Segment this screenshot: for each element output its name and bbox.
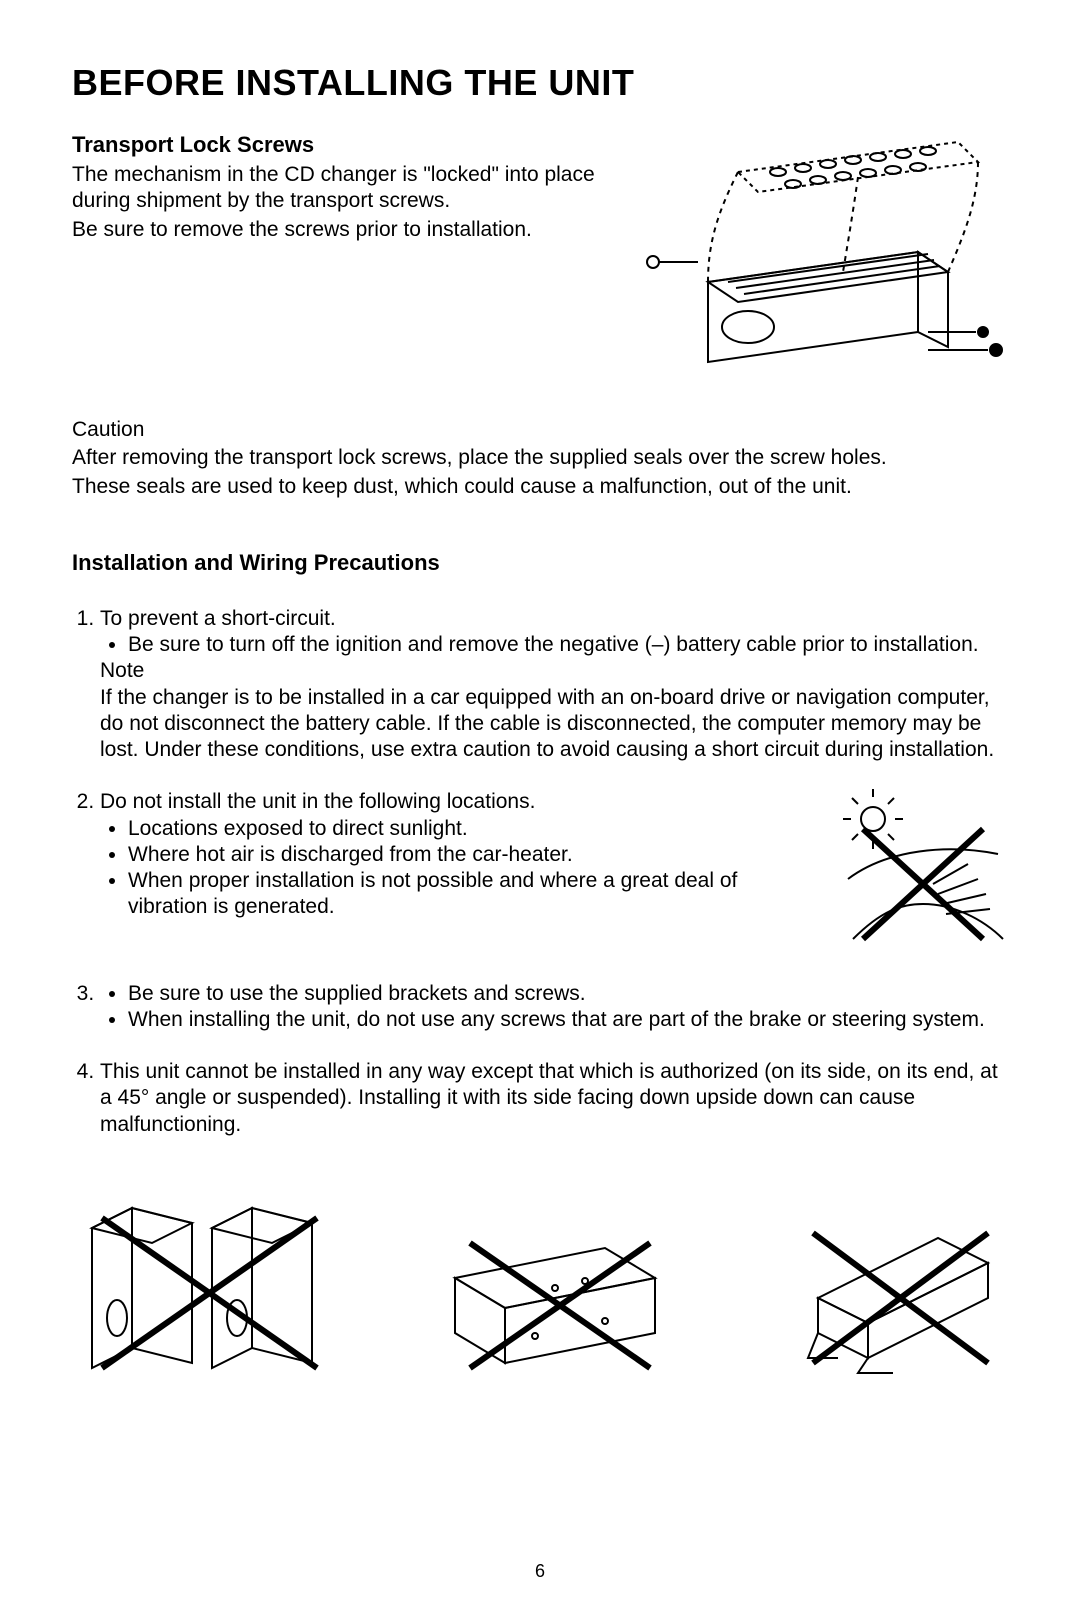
- precaution-3-bullet-0: Be sure to use the supplied brackets and…: [128, 981, 1008, 1007]
- precaution-2-bullet-2: When proper installation is not possible…: [128, 868, 812, 921]
- caution-label: Caution: [72, 417, 1008, 443]
- precaution-4-lead: This unit cannot be installed in any way…: [100, 1060, 998, 1136]
- section1-p1: The mechanism in the CD changer is "lock…: [72, 162, 608, 215]
- orientation-diagram-2: [435, 1218, 675, 1383]
- precaution-1-lead: To prevent a short-circuit.: [100, 607, 336, 630]
- precaution-1-bullet-0: Be sure to turn off the ignition and rem…: [128, 632, 1008, 658]
- orientation-diagram-3: [778, 1208, 1008, 1383]
- orientation-diagram-1: [72, 1178, 332, 1383]
- precaution-2: Do not install the unit in the following…: [100, 789, 1008, 956]
- precaution-1-note-label: Note: [100, 659, 144, 682]
- section2-heading: Installation and Wiring Precautions: [72, 550, 1008, 576]
- section1-p2: Be sure to remove the screws prior to in…: [72, 217, 608, 243]
- precaution-3: Be sure to use the supplied brackets and…: [100, 981, 1008, 1034]
- page-number: 6: [0, 1561, 1080, 1582]
- precaution-2-lead: Do not install the unit in the following…: [100, 790, 535, 813]
- precaution-4: This unit cannot be installed in any way…: [100, 1059, 1008, 1138]
- section1-heading: Transport Lock Screws: [72, 132, 608, 158]
- precaution-3-bullet-1: When installing the unit, do not use any…: [128, 1007, 1008, 1033]
- page-title: BEFORE INSTALLING THE UNIT: [72, 62, 1008, 104]
- caution-p1: After removing the transport lock screws…: [72, 445, 1008, 471]
- precaution-2-bullet-1: Where hot air is discharged from the car…: [128, 842, 812, 868]
- precaution-1: To prevent a short-circuit. Be sure to t…: [100, 606, 1008, 764]
- precaution-2-bullet-0: Locations exposed to direct sunlight.: [128, 816, 812, 842]
- precautions-list: To prevent a short-circuit. Be sure to t…: [72, 606, 1008, 1138]
- sun-heater-diagram: [828, 789, 1008, 956]
- precaution-1-note-text: If the changer is to be installed in a c…: [100, 686, 994, 762]
- caution-p2: These seals are used to keep dust, which…: [72, 474, 1008, 500]
- transport-screws-diagram: [628, 132, 1008, 377]
